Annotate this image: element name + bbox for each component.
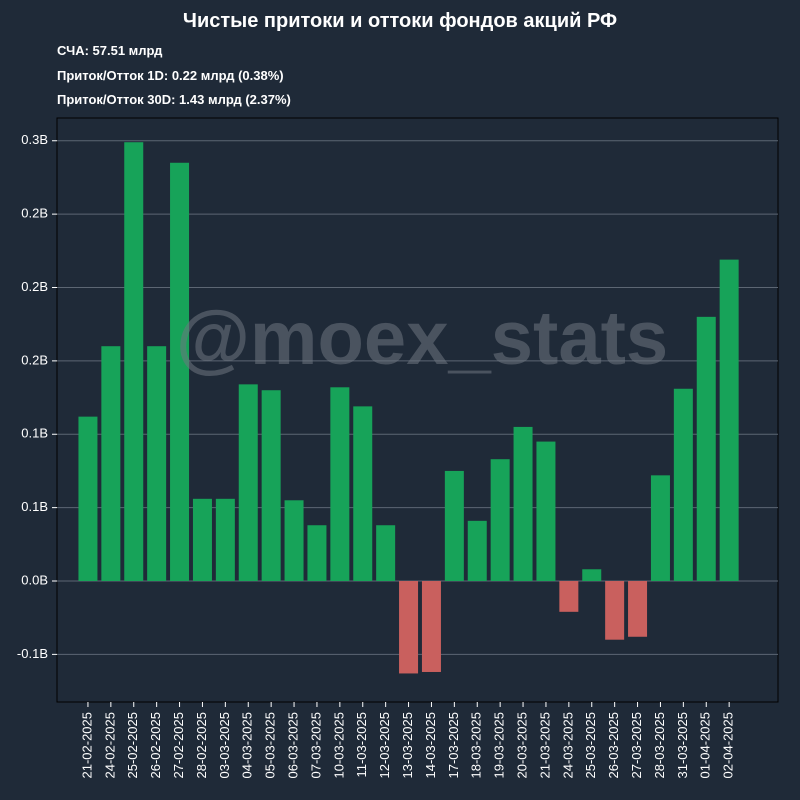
x-tick-label: 21-03-2025 [537,712,552,779]
x-tick-label: 21-02-2025 [79,712,94,779]
bar-28-02-2025 [192,498,212,581]
flow-1d-stat: Приток/Отток 1D: 0.22 млрд (0.38%) [57,68,284,83]
bar-05-03-2025 [261,390,281,581]
bar-25-03-2025 [582,569,602,581]
x-tick-label: 13-03-2025 [400,712,415,779]
bar-11-03-2025 [353,406,373,581]
plot-area [56,117,779,703]
y-tick-label: 0.0B [21,572,48,587]
y-tick-label: 0.2B [21,206,48,221]
x-tick-label: 01-04-2025 [698,712,713,779]
x-tick-label: 06-03-2025 [285,712,300,779]
bar-06-03-2025 [284,500,304,581]
x-tick-label: 05-03-2025 [263,712,278,779]
x-tick-label: 25-02-2025 [125,712,140,779]
x-tick-label: 24-02-2025 [102,712,117,779]
x-tick-label: 26-02-2025 [148,712,163,779]
bar-02-04-2025 [719,259,739,581]
x-tick-label: 26-03-2025 [606,712,621,779]
bar-21-02-2025 [78,416,98,581]
bar-27-03-2025 [628,581,648,637]
y-tick-label: 0.2B [21,352,48,367]
y-tick-label: -0.1B [17,646,48,661]
x-tick-label: 04-03-2025 [240,712,255,779]
bar-04-03-2025 [238,384,258,581]
bar-19-03-2025 [490,459,510,581]
bar-26-03-2025 [605,581,625,640]
x-tick-label: 20-03-2025 [514,712,529,779]
x-tick-label: 07-03-2025 [308,712,323,779]
bar-24-03-2025 [559,581,579,612]
x-tick-label: 18-03-2025 [469,712,484,779]
bar-21-03-2025 [536,441,556,581]
x-tick-label: 03-03-2025 [217,712,232,779]
bar-25-02-2025 [124,142,144,581]
bar-17-03-2025 [444,470,464,581]
chart-title: Чистые притоки и оттоки фондов акций РФ [182,10,618,32]
x-tick-label: 11-03-2025 [354,712,369,778]
x-axis: 21-02-2025 24-02-2025 25-02-2025 26-02-2025… [79,702,736,779]
bar-13-03-2025 [399,581,419,674]
watermark-text: @moex_stats [176,296,668,381]
bar-14-03-2025 [421,581,441,672]
y-tick-label: 0.3B [21,132,48,147]
x-tick-label: 19-03-2025 [492,712,507,779]
bar-03-03-2025 [215,498,235,581]
x-tick-label: 14-03-2025 [423,712,438,779]
x-tick-label: 27-02-2025 [171,712,186,779]
bar-12-03-2025 [376,525,396,581]
y-tick-label: 0.1B [21,499,48,514]
bar-31-03-2025 [673,388,693,581]
bar-07-03-2025 [307,525,327,581]
bar-18-03-2025 [467,520,487,581]
x-tick-label: 31-03-2025 [675,712,690,779]
bar-10-03-2025 [330,387,350,581]
bars [78,142,739,674]
bar-26-02-2025 [147,346,167,581]
x-tick-label: 28-02-2025 [194,712,209,779]
bar-28-03-2025 [650,475,670,581]
bar-01-04-2025 [696,316,716,581]
x-tick-label: 24-03-2025 [560,712,575,779]
nav-stat: СЧА: 57.51 млрд [57,43,163,58]
bar-20-03-2025 [513,426,533,581]
y-axis: -0.1B 0.0B 0.1B 0.1B 0.2B 0.2B 0.2B 0.3B [17,132,57,661]
x-tick-label: 10-03-2025 [331,712,346,779]
y-tick-label: 0.1B [21,426,48,441]
x-tick-label: 28-03-2025 [652,712,667,779]
x-tick-label: 25-03-2025 [583,712,598,779]
flow-30d-stat: Приток/Отток 30D: 1.43 млрд (2.37%) [57,92,291,107]
x-tick-label: 12-03-2025 [377,712,392,779]
x-tick-label: 02-04-2025 [721,712,736,779]
x-tick-label: 27-03-2025 [629,712,644,779]
x-tick-label: 17-03-2025 [446,712,461,779]
y-tick-label: 0.2B [21,279,48,294]
bar-24-02-2025 [101,346,121,581]
bar-27-02-2025 [170,162,190,581]
